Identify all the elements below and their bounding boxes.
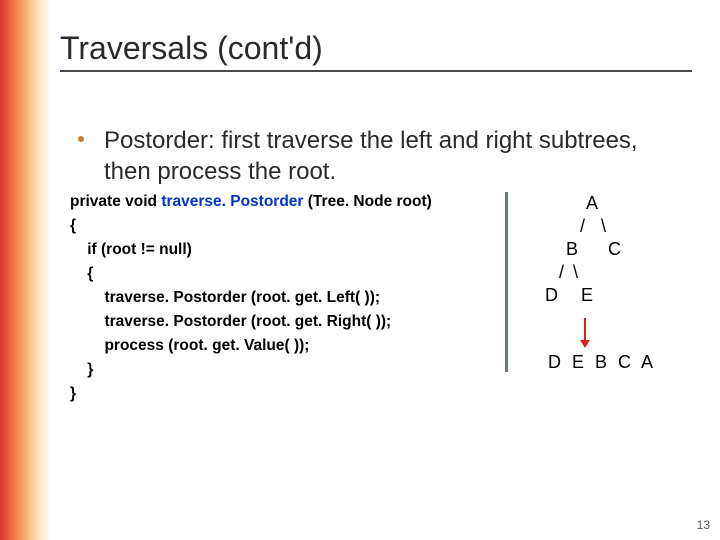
page-title: Traversals (cont'd) bbox=[60, 30, 700, 67]
code-line: if (root != null) bbox=[70, 241, 192, 258]
code-line: traverse. Postorder (root. get. Left( ))… bbox=[70, 289, 380, 306]
code-sig-pre: private void bbox=[70, 193, 161, 210]
tree-line: A bbox=[545, 193, 600, 213]
code-sig-post: (Tree. Node root) bbox=[303, 193, 431, 210]
tree-line: / \ bbox=[545, 216, 608, 236]
code-line: } bbox=[70, 361, 93, 378]
tree-line: / \ bbox=[545, 262, 580, 282]
slide-content: Traversals (cont'd) bbox=[60, 30, 700, 73]
code-line: traverse. Postorder (root. get. Right( )… bbox=[70, 313, 391, 330]
title-underline bbox=[60, 70, 692, 72]
bullet-item: Postorder: first traverse the left and r… bbox=[60, 126, 680, 187]
bullet-text: Postorder: first traverse the left and r… bbox=[104, 126, 680, 187]
code-line: { bbox=[70, 217, 76, 234]
tree-line: B C bbox=[545, 239, 623, 259]
code-block: private void traverse. Postorder (Tree. … bbox=[70, 190, 432, 406]
arrow-down-icon bbox=[584, 318, 586, 346]
page-number: 13 bbox=[697, 518, 710, 532]
traversal-result: D E B C A bbox=[548, 352, 656, 373]
tree-line: D E bbox=[545, 285, 595, 305]
code-line: } bbox=[70, 385, 76, 402]
bullet-icon bbox=[78, 136, 84, 142]
code-line: { bbox=[70, 265, 93, 282]
gradient-sidebar bbox=[0, 0, 52, 540]
code-method-name: traverse. Postorder bbox=[161, 193, 303, 210]
vertical-divider bbox=[505, 192, 508, 372]
tree-diagram: A / \ B C / \ D E bbox=[545, 192, 623, 307]
code-line: process (root. get. Value( )); bbox=[70, 337, 309, 354]
